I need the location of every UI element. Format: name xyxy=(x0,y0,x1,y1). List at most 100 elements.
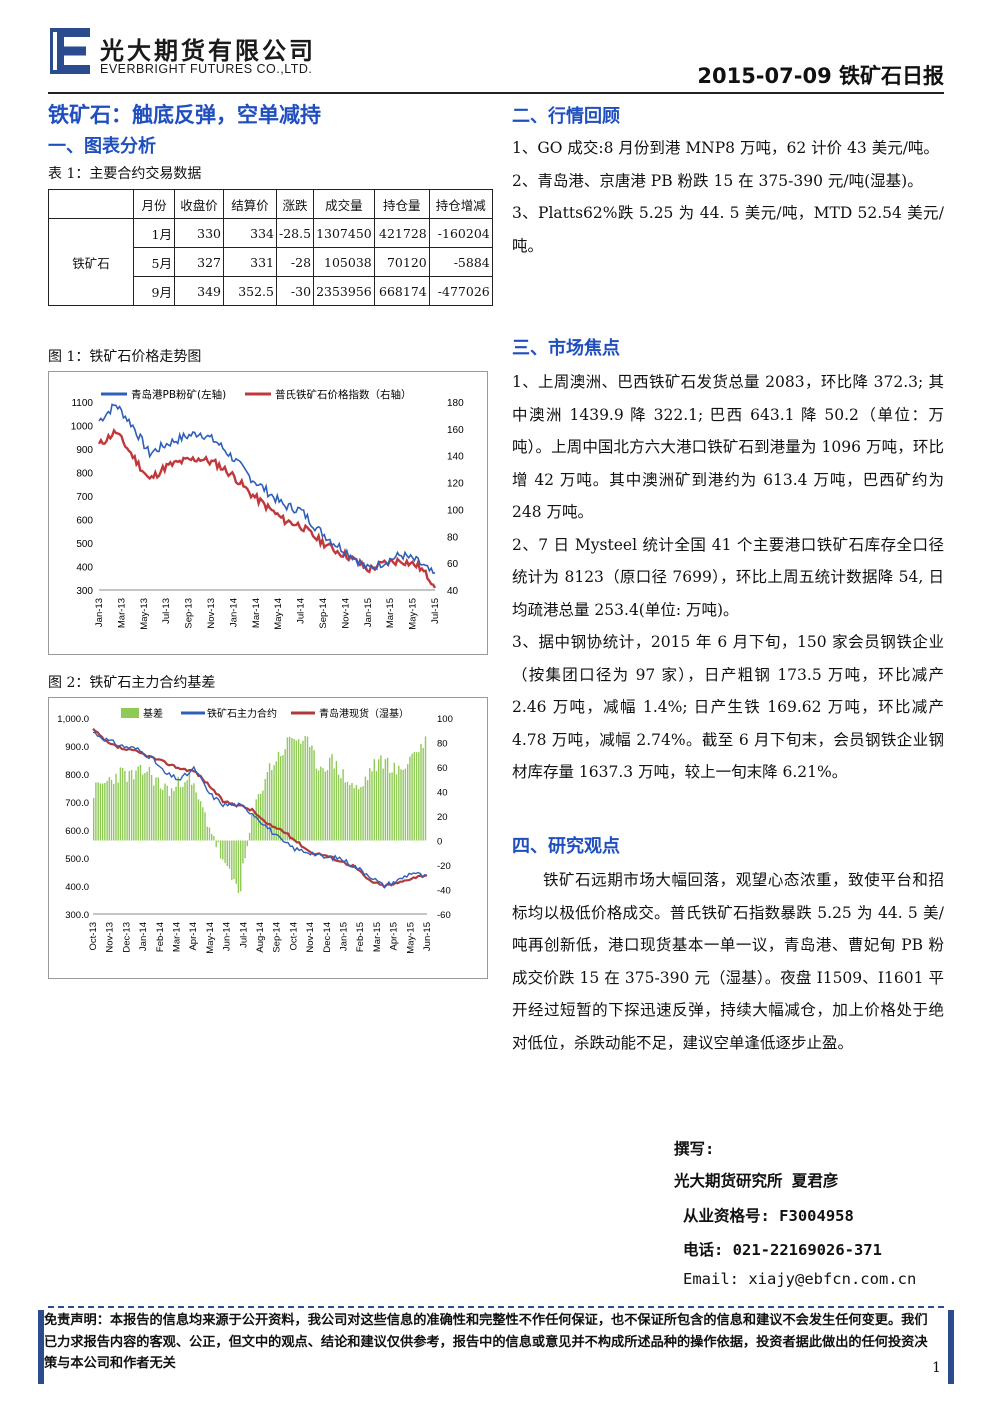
signature-phone: 电话: 021-22169026-371 xyxy=(683,1241,882,1259)
basis-bar xyxy=(195,792,197,841)
legend-label-pb: 青岛港PB粉矿(左轴) xyxy=(131,388,226,401)
basis-bar xyxy=(168,796,171,841)
basis-bar xyxy=(179,787,182,841)
table-header-cell: 涨跌 xyxy=(275,189,315,219)
x-tick-label: Nov-14 xyxy=(340,598,351,629)
y-left-tick-label: 300.0 xyxy=(65,910,89,921)
basis-bar xyxy=(395,774,398,841)
x-tick-label: Jun-14 xyxy=(222,922,233,951)
page-number: 1 xyxy=(932,1360,941,1376)
basis-bar xyxy=(255,799,257,841)
figure-2-chart: 1,000.0 900.0 800.0 700.0 600.0 500.0 400.0 300… xyxy=(48,697,488,979)
basis-bar xyxy=(369,768,371,841)
y-left-tick-label: 800 xyxy=(76,469,93,480)
basis-bar xyxy=(231,840,233,881)
basis-bar xyxy=(311,745,313,841)
basis-bar xyxy=(282,755,284,841)
basis-bar xyxy=(211,833,213,841)
x-tick-label: Jul-15 xyxy=(430,598,441,624)
y-right-tick-label: 40 xyxy=(437,788,448,799)
basis-bar xyxy=(344,782,346,841)
table-cell: 334 xyxy=(223,218,277,248)
basis-bar xyxy=(128,771,130,841)
x-tick-label: Oct-14 xyxy=(288,922,299,951)
table-cell: -30 xyxy=(275,276,315,306)
basis-bar xyxy=(150,775,153,841)
y-left-tick-label: 900.0 xyxy=(65,742,89,753)
basis-bar xyxy=(271,770,273,841)
signature-email: Email: xiajy@ebfcn.com.cn xyxy=(683,1270,917,1288)
table-cell: 331 xyxy=(223,247,277,277)
basis-bar xyxy=(104,783,106,841)
table-cell: -477026 xyxy=(428,276,493,306)
x-tick-label: Nov-14 xyxy=(305,922,316,953)
basis-bar xyxy=(197,799,200,841)
basis-bar xyxy=(170,788,173,841)
legend-swatch-basis xyxy=(121,708,139,718)
table-row-label: 铁矿石 xyxy=(48,218,134,306)
table-header-cell: 收盘价 xyxy=(174,189,224,219)
table-cell: -160204 xyxy=(428,218,493,248)
basis-bar xyxy=(142,774,144,841)
basis-bar xyxy=(217,840,220,843)
basis-bar xyxy=(139,764,142,841)
basis-bar xyxy=(364,776,367,841)
basis-bar xyxy=(315,768,318,841)
basis-bar xyxy=(253,812,255,841)
basis-bar xyxy=(275,761,277,841)
y-left-tick-label: 700 xyxy=(76,492,93,503)
basis-bar xyxy=(244,840,246,859)
basis-bar xyxy=(335,761,338,841)
basis-bar xyxy=(302,740,304,841)
series-line-futures xyxy=(92,731,428,889)
basis-bar xyxy=(358,789,360,841)
basis-bar xyxy=(237,840,240,893)
y-right-tick-label: 140 xyxy=(447,452,464,463)
figure-2-svg: 1,000.0 900.0 800.0 700.0 600.0 500.0 400.0 300… xyxy=(57,707,453,954)
y-left-tick-label: 600.0 xyxy=(65,826,89,837)
y-right-tick-label: 60 xyxy=(437,763,448,774)
basis-bar xyxy=(317,770,320,841)
basis-bar xyxy=(199,801,202,841)
x-tick-label: Jan-15 xyxy=(339,922,350,951)
basis-bar xyxy=(159,788,162,841)
x-tick-label: Dec-14 xyxy=(322,922,333,953)
basis-bar xyxy=(418,752,420,841)
y-right-tick-label: 180 xyxy=(447,398,464,409)
basis-bar xyxy=(235,840,237,884)
basis-bar xyxy=(206,826,208,841)
basis-bar xyxy=(248,832,251,841)
basis-bar xyxy=(153,785,155,841)
basis-bar xyxy=(384,759,387,841)
signature-license: 从业资格号: F3004958 xyxy=(683,1207,854,1225)
table-cell: 327 xyxy=(174,247,224,277)
disclaimer-bar-left xyxy=(38,1310,44,1384)
y-left-tick-label: 1,000.0 xyxy=(57,714,89,725)
basis-bar xyxy=(300,743,302,841)
x-tick-label: Nov-13 xyxy=(206,598,217,629)
basis-bar xyxy=(246,840,248,847)
legend-label-spot: 青岛港现货（湿基） xyxy=(319,707,409,720)
table-1: 月份 收盘价 结算价 涨跌 成交量 持仓量 持仓增减 铁矿石 1月 330 33… xyxy=(48,189,493,306)
x-tick-label: Oct-13 xyxy=(88,922,99,951)
market-focus-item: 3、据中钢协统计，2015 年 6 月下旬，150 家会员钢铁企业（按集团口径为… xyxy=(512,633,944,781)
basis-bar xyxy=(355,785,358,841)
basis-bar xyxy=(155,777,157,841)
basis-bar xyxy=(422,748,424,841)
disclaimer-bar-right xyxy=(948,1310,954,1384)
y-right-tick-label: -60 xyxy=(437,910,451,921)
basis-bar xyxy=(398,765,400,841)
basis-bar xyxy=(304,736,306,841)
table-cell: 5月 xyxy=(133,247,175,277)
basis-bar xyxy=(222,840,224,860)
basis-bar xyxy=(157,777,159,841)
signature-author: 光大期货研究所 夏君彦 xyxy=(674,1172,839,1190)
basis-bar xyxy=(268,763,271,841)
basis-bar xyxy=(293,739,295,841)
basis-bar xyxy=(121,767,124,841)
table-corner-cell xyxy=(48,189,134,219)
market-review-item: 2、青岛港、京唐港 PB 粉跌 15 在 375-390 元/吨(湿基)。 xyxy=(512,171,923,190)
basis-bar xyxy=(415,752,418,841)
x-tick-label: Sep-14 xyxy=(318,598,329,629)
basis-bar xyxy=(393,762,395,841)
